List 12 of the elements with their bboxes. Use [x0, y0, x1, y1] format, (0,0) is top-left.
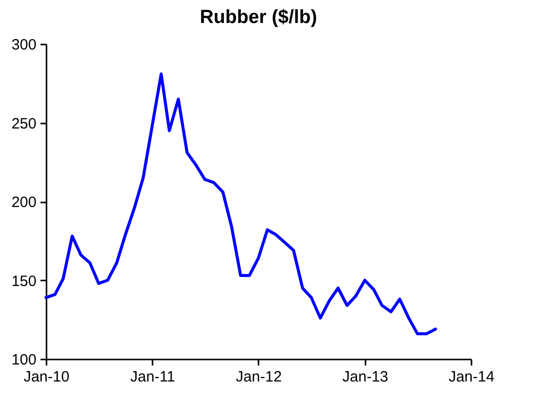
y-tick-label: 150 — [11, 272, 36, 290]
x-tick-label: Jan-13 — [342, 368, 388, 386]
x-tick-label: Jan-14 — [448, 368, 494, 386]
x-tick-label: Jan-10 — [24, 368, 70, 386]
line-series — [44, 72, 438, 336]
y-tick-label: 100 — [11, 352, 36, 368]
y-tick-label: 300 — [11, 36, 36, 54]
y-tick-label: 250 — [11, 115, 36, 132]
chart-title: Rubber ($/lb) — [200, 7, 318, 28]
x-tick-label: Jan-11 — [130, 368, 176, 386]
x-tick-label: Jan-12 — [236, 368, 282, 386]
y-tick-label: 200 — [11, 194, 36, 211]
